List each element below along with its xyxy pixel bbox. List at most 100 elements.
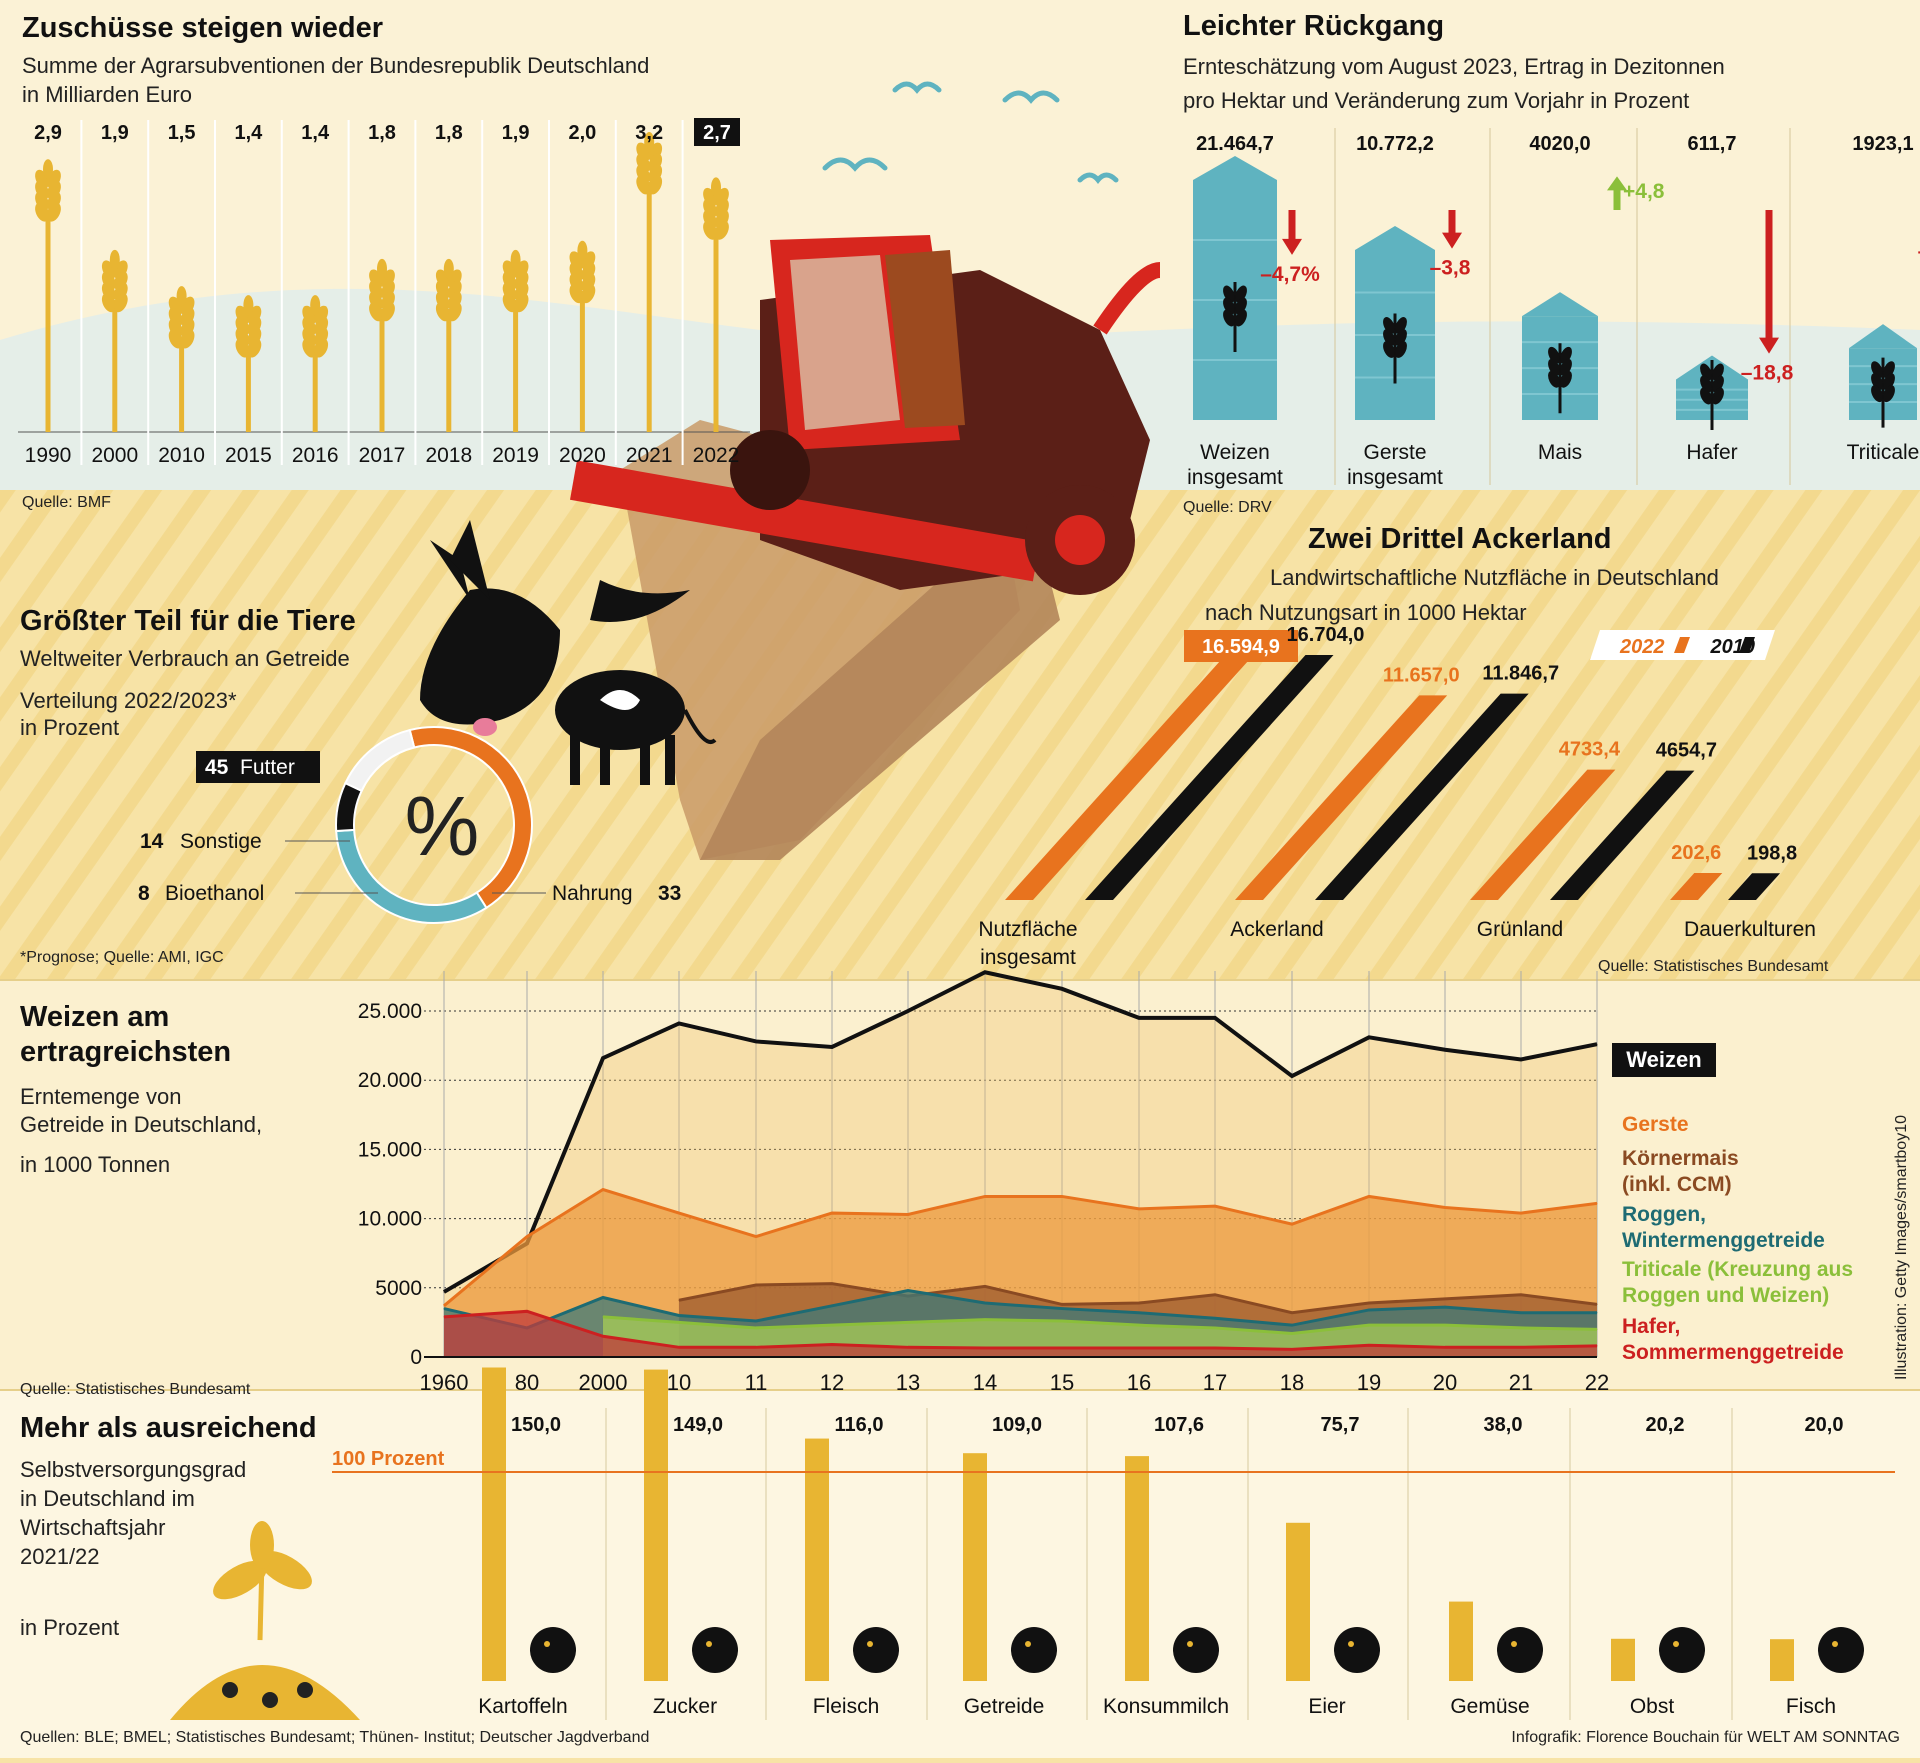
series-point xyxy=(1291,1332,1293,1334)
y-tick-label: 20.000 xyxy=(358,1069,422,1092)
legend-series-label: Wintermenggetreide xyxy=(1622,1229,1825,1252)
wheat-ear-tip xyxy=(443,258,454,279)
footer-credit: Infografik: Florence Bouchain für WELT A… xyxy=(1511,1729,1900,1746)
ssg-category-label: Zucker xyxy=(653,1695,717,1718)
series-point xyxy=(1138,1302,1140,1304)
subsidy-year-label: 2019 xyxy=(492,444,539,467)
wheat-ear-tip xyxy=(176,286,187,307)
cow-illustration xyxy=(420,520,717,785)
selfsufficiency-subtitle-line4: 2021/22 xyxy=(20,1544,100,1569)
series-point xyxy=(602,1296,604,1298)
series-point xyxy=(907,1213,909,1215)
subsidy-year-label: 2018 xyxy=(425,444,472,467)
series-point xyxy=(678,1022,680,1024)
selfsufficiency-subtitle-line3: Wirtschaftsjahr xyxy=(20,1515,165,1540)
subsidy-year-label: 1990 xyxy=(25,444,72,467)
footer-sources: Quellen: BLE; BMEL; Statistisches Bundes… xyxy=(20,1729,649,1746)
subsidy-value-label: 1,8 xyxy=(368,122,396,144)
subsidy-value-label: 1,8 xyxy=(435,122,463,144)
consumption-subtitle: Weltweiter Verbrauch an Getreide xyxy=(20,646,350,671)
change-label: +4,8 xyxy=(1623,180,1665,203)
series-point xyxy=(755,1284,757,1286)
series-point xyxy=(1520,1327,1522,1329)
ssg-value-label: 20,2 xyxy=(1646,1414,1685,1436)
series-point xyxy=(1596,1202,1598,1204)
land-title: Zwei Drittel Ackerland xyxy=(1308,523,1612,555)
series-point xyxy=(984,1195,986,1197)
consumption-unit: in Prozent xyxy=(20,715,119,740)
ssg-bar xyxy=(1286,1522,1310,1681)
legend-2010-swatch xyxy=(1739,637,1755,653)
ssg-bar xyxy=(1770,1639,1794,1681)
series-point xyxy=(1444,1207,1446,1209)
silo-roof xyxy=(1849,324,1917,349)
series-point xyxy=(443,1305,445,1307)
change-arrow-head xyxy=(1282,238,1302,255)
silo-roof xyxy=(1355,225,1435,250)
reference-label: 100 Prozent xyxy=(332,1448,445,1470)
legend-series-label: Sommermenggetreide xyxy=(1622,1341,1844,1364)
series-point xyxy=(1214,1317,1216,1319)
series-point xyxy=(831,1324,833,1326)
ssg-bar xyxy=(644,1369,668,1681)
ssg-bar xyxy=(1611,1638,1635,1681)
wheat-ear-tip xyxy=(644,132,655,152)
grain-icon-grain xyxy=(1871,385,1883,403)
series-point xyxy=(1520,1294,1522,1296)
series-point xyxy=(755,1040,757,1042)
ssg-value-label: 149,0 xyxy=(673,1414,723,1436)
grain-icon-grain xyxy=(1883,385,1895,403)
wheat-grain xyxy=(180,329,195,349)
series-point xyxy=(1291,1312,1293,1314)
ssg-category-label: Kartoffeln xyxy=(478,1695,568,1718)
harvest-subtitle: Ernteschätzung vom August 2023, Ertrag i… xyxy=(1183,54,1725,79)
icon-detail xyxy=(1673,1641,1679,1647)
grain-icon-grain xyxy=(1235,309,1247,327)
x-tick-label: 11 xyxy=(745,1370,768,1395)
ssg-value-label: 109,0 xyxy=(992,1414,1042,1436)
legend-series-label: Roggen und Weizen) xyxy=(1622,1284,1829,1307)
wheat-grain xyxy=(35,202,49,222)
land-value-label: 11.657,0 xyxy=(1383,664,1460,686)
icon-detail xyxy=(1025,1641,1031,1647)
subsidy-year-label: 2021 xyxy=(626,444,673,467)
icon-detail xyxy=(1832,1641,1838,1647)
x-tick-label: 16 xyxy=(1127,1370,1151,1395)
x-tick-label: 22 xyxy=(1585,1370,1609,1395)
series-point xyxy=(1061,1195,1063,1197)
series-point xyxy=(1596,1328,1598,1330)
series-point xyxy=(831,1046,833,1048)
potato-icon xyxy=(530,1627,576,1673)
series-point xyxy=(1291,1348,1293,1350)
production-subtitle-line1: Erntemenge von xyxy=(20,1084,181,1109)
wheat-ear-tip xyxy=(510,249,521,270)
change-label: –3,8 xyxy=(1430,257,1471,280)
x-tick-label: 15 xyxy=(1050,1370,1074,1395)
series-point xyxy=(443,1308,445,1310)
ssg-bar xyxy=(482,1367,506,1681)
change-arrow-head xyxy=(1759,337,1779,354)
series-point xyxy=(1138,1324,1140,1326)
series-point xyxy=(1138,1017,1140,1019)
legend-weizen: Weizen xyxy=(1626,1047,1701,1072)
series-point xyxy=(1061,1347,1063,1349)
subsidies-source: Quelle: BMF xyxy=(22,494,111,511)
harvest-category-label: insgesamt xyxy=(1347,466,1443,489)
selfsufficiency-subtitle-line1: Selbstversorgungsgrad xyxy=(20,1457,246,1482)
weizen-label-box xyxy=(1612,1043,1716,1077)
wheat-grain xyxy=(247,338,262,358)
land-value-label: 16.594,9 xyxy=(1202,636,1280,658)
harvest-category-label: Gerste xyxy=(1363,441,1426,464)
series-line xyxy=(443,1187,1598,1307)
x-tick-label: 21 xyxy=(1509,1370,1533,1395)
land-value-label: 202,6 xyxy=(1671,842,1721,864)
production-source: Quelle: Statistisches Bundesamt xyxy=(20,1381,251,1398)
series-point xyxy=(831,1283,833,1285)
series-line xyxy=(443,1309,1598,1351)
harvest-value-label: 21.464,7 xyxy=(1196,133,1274,155)
land-value-label: 198,8 xyxy=(1747,842,1797,864)
harvest-unit: pro Hektar und Veränderung zum Vorjahr i… xyxy=(1183,88,1689,113)
ssg-value-label: 107,6 xyxy=(1154,1414,1204,1436)
